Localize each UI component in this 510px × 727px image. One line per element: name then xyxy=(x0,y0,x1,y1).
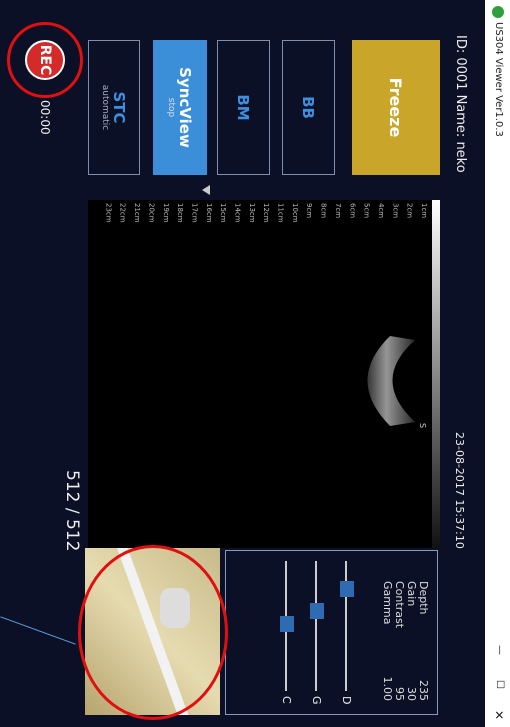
parameter-name: Gain xyxy=(405,581,418,607)
depth-label: 11cm xyxy=(277,203,285,223)
slider-thumb[interactable] xyxy=(340,581,354,597)
parameter-name: Depth xyxy=(417,581,430,615)
depth-label: 3cm xyxy=(391,203,399,218)
patient-info: ID: 0001 Name: neko xyxy=(453,35,468,173)
parameter-list: Depth 235 Gain 30 Contrast 95 Gamma 1.00 xyxy=(381,581,430,702)
depth-label: 10cm xyxy=(291,203,299,223)
button-label: Freeze xyxy=(386,77,406,138)
parameter-value: 1.00 xyxy=(381,676,394,702)
depth-label: 1cm xyxy=(420,203,428,218)
button-label: SyncView xyxy=(176,67,194,148)
depth-label: 14cm xyxy=(233,203,241,223)
depth-label: 5cm xyxy=(363,203,371,218)
syncview-button[interactable]: SyncView stop xyxy=(153,40,207,175)
depth-scale: 1cm 2cm 3cm 4cm 5cm 6cm 7cm 8cm 9cm 10cm 11cm 12cm 1… xyxy=(104,203,428,223)
stc-button[interactable]: STC automatic xyxy=(88,40,140,175)
depth-label: 22cm xyxy=(119,203,127,223)
depth-label: 13cm xyxy=(248,203,256,223)
depth-label: 15cm xyxy=(219,203,227,223)
timestamp: 23-08-2017 15:37:10 xyxy=(453,432,466,549)
parameter-value: 235 xyxy=(417,680,430,701)
depth-label: 4cm xyxy=(377,203,385,218)
depth-label: 19cm xyxy=(162,203,170,223)
bb-button[interactable]: BB xyxy=(282,40,335,175)
button-label: BB xyxy=(299,96,318,119)
annotation-circle xyxy=(7,22,83,98)
rec-time: 00:00 xyxy=(38,100,52,135)
depth-label: 17cm xyxy=(190,203,198,223)
image-bg xyxy=(88,200,440,548)
marker xyxy=(202,185,210,195)
frame-counter: 512 / 512 xyxy=(62,470,82,552)
slider-label: C xyxy=(280,696,293,704)
app-icon xyxy=(492,6,504,18)
probe-echo xyxy=(367,336,415,426)
slider-label: G xyxy=(310,696,323,705)
button-sub: automatic xyxy=(100,84,110,131)
button-label: STC xyxy=(110,91,128,124)
depth-label: 8cm xyxy=(320,203,328,218)
annotation-circle xyxy=(78,545,228,720)
depth-label: 12cm xyxy=(262,203,270,223)
depth-label: 20cm xyxy=(147,203,155,223)
button-sub: stop xyxy=(166,97,176,118)
parameter-row: Gain 30 xyxy=(405,581,418,701)
parameter-row: Gamma 1.00 xyxy=(381,581,394,702)
maximize[interactable]: ☐ xyxy=(494,680,505,689)
depth-label: 18cm xyxy=(176,203,184,223)
slider-track xyxy=(315,561,317,691)
depth-label: 2cm xyxy=(406,203,414,218)
depth-label: 21cm xyxy=(133,203,141,223)
button-label: BM xyxy=(234,94,253,121)
parameter-row: Contrast 95 xyxy=(393,581,406,701)
gray-bar xyxy=(432,200,440,548)
depth-label: 23cm xyxy=(104,203,112,223)
minimize[interactable]: — xyxy=(494,645,505,655)
parameter-row: Depth 235 xyxy=(417,581,430,701)
parameter-value: 30 xyxy=(405,687,418,701)
depth-label: 9cm xyxy=(305,203,313,218)
slider-thumb[interactable] xyxy=(310,603,324,619)
parameter-name: Gamma xyxy=(381,581,394,625)
slider-thumb[interactable] xyxy=(280,616,294,632)
sliders: D G C xyxy=(237,561,367,706)
close[interactable]: ✕ xyxy=(492,710,506,721)
parameter-name: Contrast xyxy=(393,581,406,629)
bm-button[interactable]: BM xyxy=(217,40,270,175)
parameter-panel: Depth 235 Gain 30 Contrast 95 Gamma 1.00 D G C xyxy=(225,550,438,715)
window-title: US304 Viewer Ver1.0.3 xyxy=(493,22,504,137)
depth-label: 6cm xyxy=(348,203,356,218)
depth-label: 7cm xyxy=(334,203,342,218)
leader-line xyxy=(0,616,76,645)
freeze-button[interactable]: Freeze xyxy=(352,40,440,175)
slider-label: D xyxy=(340,696,353,705)
title-bar: US304 Viewer Ver1.0.3 — ☐ ✕ xyxy=(485,0,510,727)
depth-label: 16cm xyxy=(205,203,213,223)
ultrasound-view: S 1cm 2cm 3cm 4cm 5cm 6cm 7cm 8cm 9cm 10cm 11cm 12c… xyxy=(88,200,440,548)
parameter-value: 95 xyxy=(393,687,406,701)
orientation-mark: S xyxy=(418,423,427,428)
